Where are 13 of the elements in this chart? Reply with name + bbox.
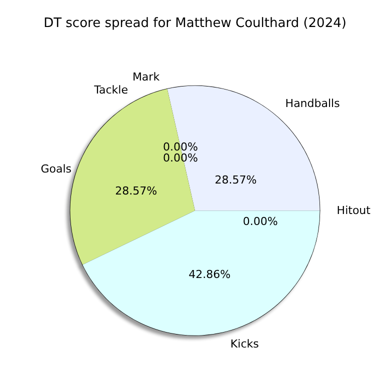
data-label: 42.86% [188,268,231,281]
slice-label: Kicks [230,337,260,350]
category-label: Hitout [336,204,370,218]
text: 0.00% [162,151,198,164]
chart-title: DT score spread for Matthew Coulthard (2024) [44,16,346,31]
text: 0.00% [242,215,278,228]
slice-label: Goals [40,162,72,176]
slice-label: Handballs [285,97,340,110]
data-label: 28.57% [214,173,257,186]
text: 0.00% [162,140,198,154]
data-label: 28.57% [115,184,158,198]
category-label: Mark [132,70,160,84]
category-label: Tackle [94,84,128,97]
